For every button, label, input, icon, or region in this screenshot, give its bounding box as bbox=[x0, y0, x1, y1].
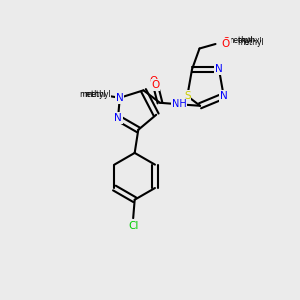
Text: Cl: Cl bbox=[128, 220, 138, 230]
Text: N: N bbox=[116, 93, 124, 103]
Text: methyl: methyl bbox=[84, 90, 111, 99]
Text: O: O bbox=[222, 39, 230, 49]
Text: O: O bbox=[151, 80, 160, 90]
Text: O: O bbox=[222, 37, 230, 46]
Text: O: O bbox=[222, 37, 230, 46]
Text: methyl: methyl bbox=[237, 37, 262, 43]
Text: methyl: methyl bbox=[237, 38, 264, 47]
Text: methyl: methyl bbox=[79, 90, 106, 99]
Text: N: N bbox=[220, 91, 228, 101]
Text: NH: NH bbox=[172, 99, 187, 109]
Text: methyl: methyl bbox=[227, 36, 254, 45]
Text: O: O bbox=[150, 76, 158, 86]
Text: N: N bbox=[114, 113, 122, 123]
Text: S: S bbox=[184, 91, 190, 101]
Text: methyl: methyl bbox=[82, 91, 107, 97]
Text: N: N bbox=[220, 91, 228, 101]
Text: N: N bbox=[114, 113, 122, 123]
Text: N: N bbox=[215, 64, 223, 74]
Text: NH: NH bbox=[172, 101, 187, 111]
Text: N: N bbox=[215, 64, 223, 74]
Text: N: N bbox=[116, 93, 124, 103]
Text: S: S bbox=[184, 91, 190, 101]
Text: Cl: Cl bbox=[128, 221, 138, 231]
